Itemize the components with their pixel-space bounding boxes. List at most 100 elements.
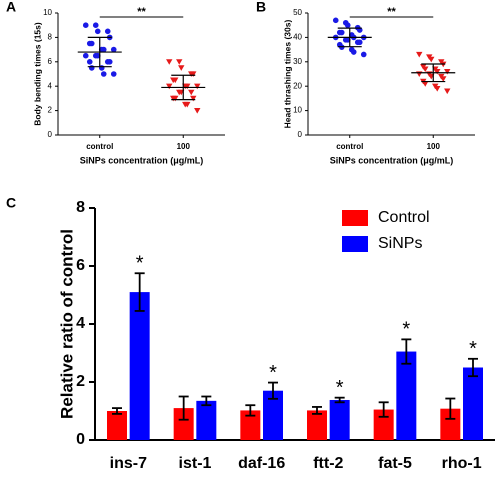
data-point <box>178 65 185 71</box>
data-point <box>82 52 89 59</box>
x-tick-label: rho-1 <box>442 455 482 472</box>
y-tick-label: 2 <box>48 106 53 115</box>
legend-swatch <box>342 236 368 252</box>
data-point <box>166 59 173 65</box>
x-tick-label: ins-7 <box>110 455 147 472</box>
significance-label: ** <box>387 6 396 18</box>
bar <box>240 410 261 440</box>
data-point <box>172 95 179 102</box>
x-tick-label: ftt-2 <box>313 455 343 472</box>
x-axis-label: SiNPs concentration (μg/mL) <box>80 155 204 165</box>
significance-label: ** <box>137 6 146 18</box>
data-point <box>332 17 339 24</box>
y-axis-label: Head thrashing times (30s) <box>282 20 292 129</box>
data-point <box>184 83 191 90</box>
significance-label: * <box>336 377 344 399</box>
y-tick-label: 20 <box>293 81 302 90</box>
data-point <box>94 28 101 35</box>
x-tick-label: ist-1 <box>179 455 212 472</box>
data-point <box>100 71 107 77</box>
data-point <box>86 59 93 65</box>
y-tick-label: 0 <box>298 130 303 139</box>
bar <box>329 399 350 440</box>
y-tick-label: 6 <box>76 257 85 274</box>
data-point <box>184 101 191 108</box>
bar <box>196 400 217 440</box>
data-point <box>104 28 111 35</box>
y-tick-label: 0 <box>48 130 53 139</box>
data-point <box>88 65 95 71</box>
significance-label: * <box>269 362 277 384</box>
legend-label: Control <box>378 209 430 226</box>
data-point <box>422 66 429 73</box>
data-point <box>88 40 95 47</box>
x-tick-label: 100 <box>427 142 441 151</box>
data-point <box>416 51 423 58</box>
panel-label: B <box>256 0 266 15</box>
y-tick-label: 4 <box>76 315 85 332</box>
data-point <box>190 71 197 77</box>
data-point <box>428 56 435 63</box>
data-point <box>360 51 367 58</box>
significance-label: * <box>136 253 144 275</box>
bar <box>263 390 283 440</box>
bar <box>307 410 327 440</box>
x-axis-label: SiNPs concentration (μg/mL) <box>330 155 454 165</box>
y-tick-label: 10 <box>293 106 302 115</box>
legend-label: SiNPs <box>378 235 422 252</box>
data-point <box>344 22 351 29</box>
bar <box>129 292 150 440</box>
legend-swatch <box>342 210 368 226</box>
data-point <box>82 22 89 29</box>
y-axis-label: Relative ratio of control <box>57 229 76 419</box>
bar <box>107 411 127 440</box>
y-tick-label: 8 <box>48 33 53 42</box>
data-point <box>106 59 113 65</box>
bar <box>173 408 194 440</box>
data-point <box>194 83 201 90</box>
data-point <box>350 49 357 55</box>
x-tick-label: daf-16 <box>238 455 285 472</box>
panel-label: C <box>6 195 16 211</box>
panel-label: A <box>6 0 16 15</box>
y-tick-label: 2 <box>76 373 85 390</box>
y-tick-label: 10 <box>43 8 52 17</box>
data-point <box>166 83 173 90</box>
significance-label: * <box>469 338 477 360</box>
data-point <box>176 59 183 65</box>
y-tick-label: 8 <box>76 199 85 216</box>
data-point <box>434 68 441 75</box>
x-tick-label: control <box>336 142 363 151</box>
significance-label: * <box>402 319 410 341</box>
x-tick-label: fat-5 <box>378 455 412 472</box>
data-point <box>100 46 107 53</box>
bar <box>463 367 483 440</box>
x-tick-label: control <box>86 142 113 151</box>
data-point <box>94 52 101 59</box>
data-point <box>440 76 447 82</box>
y-tick-label: 4 <box>48 81 53 90</box>
y-tick-label: 6 <box>48 57 53 66</box>
data-point <box>110 46 117 53</box>
x-tick-label: 100 <box>177 142 191 151</box>
y-tick-label: 0 <box>76 431 85 448</box>
data-point <box>338 29 345 36</box>
data-point <box>444 68 451 75</box>
y-tick-label: 30 <box>293 57 302 66</box>
data-point <box>194 108 201 114</box>
data-point <box>356 39 363 46</box>
data-point <box>434 86 441 92</box>
data-point <box>190 95 197 102</box>
y-tick-label: 50 <box>293 8 302 17</box>
y-tick-label: 40 <box>293 33 302 42</box>
data-point <box>422 81 429 87</box>
y-axis-label: Body bending times (15s) <box>32 22 42 126</box>
data-point <box>92 22 99 29</box>
data-point <box>188 89 195 96</box>
data-point <box>172 77 179 84</box>
data-point <box>110 71 117 77</box>
bar <box>440 408 461 440</box>
data-point <box>444 88 451 95</box>
